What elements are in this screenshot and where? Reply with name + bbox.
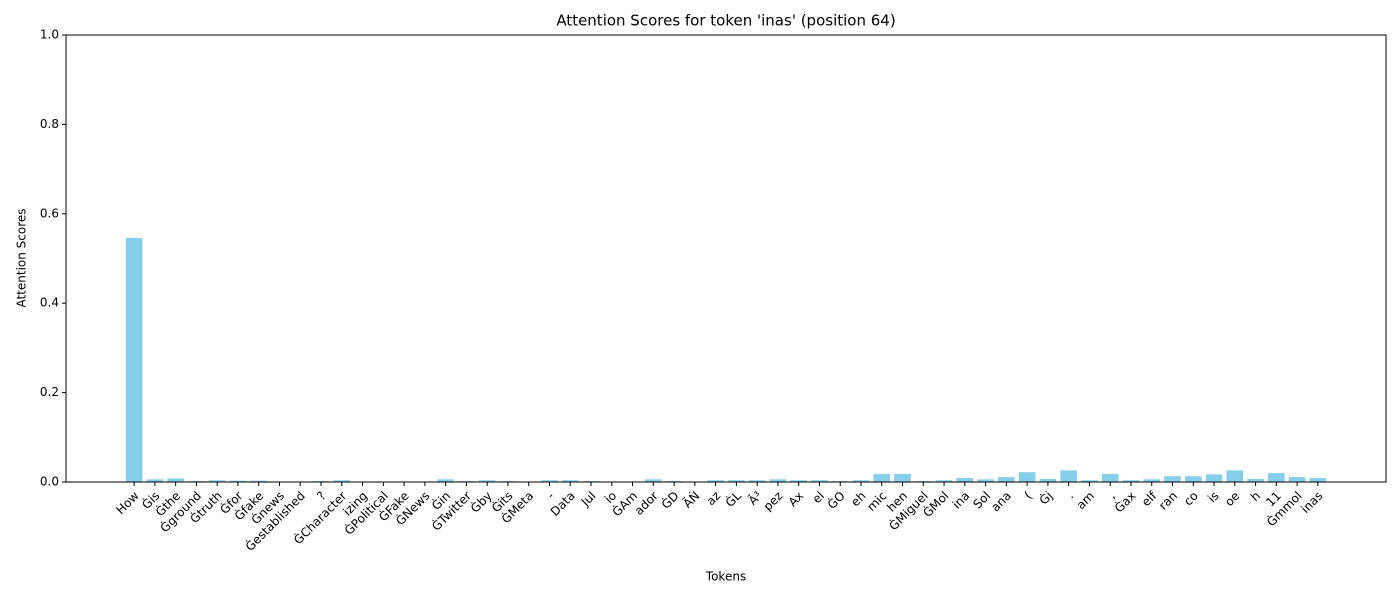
x-tick-label: ĠL (721, 487, 744, 510)
bar (1101, 473, 1119, 482)
x-tick-label: mic (864, 489, 889, 514)
y-tick-label: 1.0 (40, 28, 59, 42)
x-tick-label: am (1074, 489, 1097, 512)
x-tick-label: is (1205, 489, 1222, 506)
x-tick-label: oe (1222, 489, 1242, 509)
x-tick-label: ina (950, 489, 973, 512)
chart-title: Attention Scores for token 'inas' (posit… (556, 12, 895, 30)
bar (748, 480, 766, 482)
bar (1184, 476, 1202, 482)
bar (728, 480, 745, 482)
y-tick-label: 0.0 (40, 475, 59, 489)
bar (811, 480, 828, 482)
bar (1164, 476, 1181, 482)
bar (956, 477, 974, 482)
x-tick-label: Data (548, 489, 578, 519)
bar (790, 480, 807, 482)
bar (167, 478, 184, 482)
bar (852, 480, 870, 482)
x-tick-label: ĠD (657, 487, 681, 511)
x-tick-label: ĠTwitter (428, 487, 474, 533)
x-tick-label: ana (988, 489, 1014, 515)
y-axis-label: Attention Scores (15, 208, 29, 307)
bar (250, 480, 268, 482)
bar (1039, 478, 1057, 482)
x-tick-label: ran (1156, 489, 1180, 513)
bar (1018, 472, 1036, 482)
x-tick-label: Sol (970, 489, 993, 512)
x-tick-label: h (1248, 489, 1263, 504)
y-tick-label: 0.2 (40, 385, 59, 399)
bar (1081, 480, 1098, 482)
bar (1309, 477, 1327, 482)
x-tick-label: Ax (786, 489, 807, 510)
bar (561, 480, 579, 482)
bar (1143, 479, 1161, 482)
x-tick-label: ÃŃ (680, 488, 703, 511)
x-tick-label: . (1064, 489, 1077, 502)
bar (769, 479, 787, 482)
bar (146, 479, 164, 482)
bar (125, 237, 143, 482)
bar (541, 480, 558, 482)
x-tick-label: az (704, 489, 724, 509)
bar (1247, 478, 1264, 482)
x-tick-label: elf (1139, 488, 1160, 509)
bar (873, 473, 891, 482)
bar (894, 473, 911, 482)
y-tick-label: 0.6 (40, 206, 59, 220)
bar (437, 479, 454, 482)
x-tick-label: ĠO (823, 487, 848, 512)
x-tick-label: , (1105, 489, 1118, 502)
x-tick-label: inas (1298, 489, 1325, 516)
x-tick-label: Ġax (1110, 487, 1138, 515)
bar (1205, 474, 1223, 482)
bar (208, 480, 226, 482)
x-tick-label: How (113, 489, 142, 518)
bar (977, 479, 994, 482)
x-tick-label: pez (761, 489, 786, 514)
bar (1226, 470, 1244, 482)
bar (707, 480, 724, 482)
x-tick-label: el (810, 489, 827, 506)
bar (1268, 473, 1285, 482)
bar (478, 480, 496, 482)
y-tick-label: 0.8 (40, 117, 59, 131)
x-tick-label: ( (1022, 489, 1035, 502)
bar (1288, 477, 1306, 482)
bar (998, 477, 1015, 482)
bar (1060, 470, 1077, 482)
x-tick-label: co (1181, 489, 1201, 509)
bar (229, 480, 247, 482)
bar (1122, 480, 1140, 482)
x-tick-label: Jul (578, 489, 599, 510)
x-tick-label: - (544, 489, 557, 502)
x-axis-label: Tokens (705, 570, 746, 584)
y-tick-label: 0.4 (40, 296, 59, 310)
bar (333, 480, 351, 482)
bar (645, 479, 662, 482)
x-tick-label: Ġj (1035, 487, 1055, 507)
x-tick-label: ador (632, 489, 661, 518)
bar (935, 480, 953, 482)
plot-frame (65, 34, 1387, 483)
